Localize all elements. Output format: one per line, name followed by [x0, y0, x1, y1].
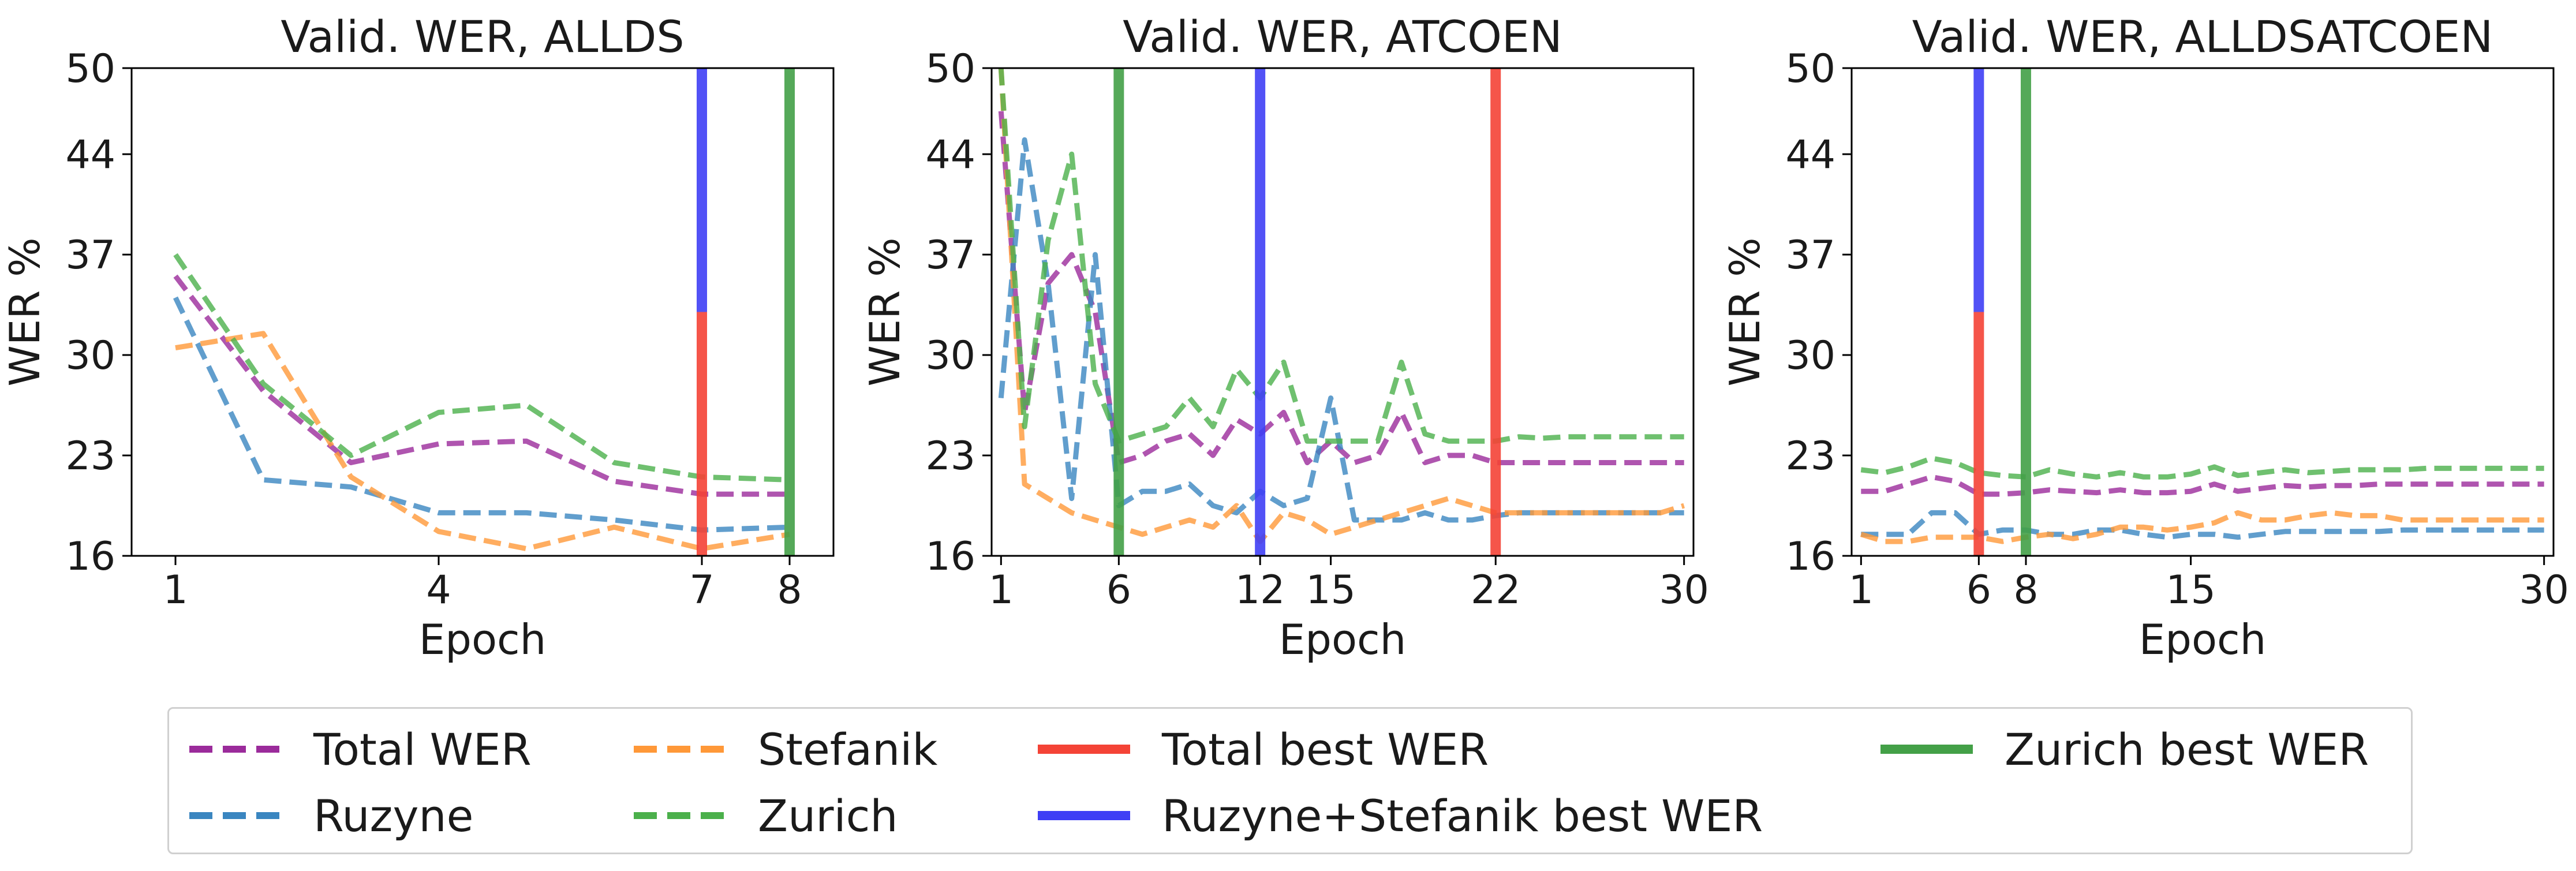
x-tick-label: 4 — [426, 567, 451, 613]
series-line-stefanik — [175, 331, 790, 552]
legend-label: Zurich — [758, 790, 898, 842]
legend-label: Zurich best WER — [2005, 723, 2369, 775]
y-axis-label: WER % — [1, 237, 49, 386]
y-axis-label: WER % — [861, 237, 909, 386]
series-line-total-wer — [173, 274, 790, 497]
y-tick-label: 23 — [65, 433, 115, 479]
legend-swatch-ruzyne-stefanik-best-wer — [1038, 811, 1130, 820]
y-tick-label: 50 — [1785, 46, 1835, 92]
legend-label: Stefanik — [758, 723, 938, 775]
y-tick-label: 37 — [65, 233, 115, 278]
x-axis-label: Epoch — [1279, 615, 1406, 664]
chart-title: Valid. WER, ALLDS — [281, 11, 684, 62]
x-tick-label: 1 — [1849, 567, 1874, 613]
legend-label: Ruzyne+Stefanik best WER — [1162, 790, 1763, 842]
legend-label: Total best WER — [1162, 723, 1489, 775]
x-tick-label: 15 — [1306, 567, 1356, 613]
axes-frame — [990, 67, 1695, 557]
y-tick-label: 16 — [1785, 534, 1835, 580]
legend-swatch-ruzyne — [189, 812, 282, 819]
legend: Total WER Ruzyne Stefanik Zurich Total b… — [167, 707, 2413, 854]
legend-swatch-stefanik — [634, 746, 726, 753]
axes-frame — [130, 67, 835, 557]
y-tick-label: 44 — [1785, 132, 1835, 178]
series-line-zurich — [998, 68, 1684, 444]
x-axis-label: Epoch — [419, 615, 546, 664]
series-line-zurich — [173, 253, 790, 483]
y-tick-label: 30 — [1785, 333, 1835, 379]
y-tick-label: 23 — [1785, 433, 1835, 479]
legend-item-zurich-best-wer: Zurich best WER — [1878, 720, 2369, 778]
x-tick-label: 15 — [2166, 567, 2216, 613]
x-tick-label: 30 — [1659, 567, 1709, 613]
y-tick-label: 16 — [925, 534, 975, 580]
legend-label: Ruzyne — [313, 790, 474, 842]
chart-title: Valid. WER, ATCOEN — [1123, 11, 1562, 62]
y-tick-label: 37 — [925, 233, 975, 278]
x-tick-label: 1 — [989, 567, 1014, 613]
x-axis-label: Epoch — [2139, 615, 2266, 664]
y-tick-label: 16 — [65, 534, 115, 580]
x-tick-label: 1 — [163, 567, 188, 613]
x-tick-label: 8 — [2013, 567, 2038, 613]
x-tick-label: 30 — [2519, 567, 2569, 613]
legend-item-stefanik: Stefanik — [631, 720, 937, 778]
series-line-ruzyne — [173, 296, 790, 533]
chart-title: Valid. WER, ALLDSATCOEN — [1912, 11, 2493, 62]
legend-swatch-zurich-best-wer — [1880, 745, 1973, 754]
y-tick-label: 30 — [925, 333, 975, 379]
x-tick-label: 22 — [1471, 567, 1521, 613]
legend-item-zurich: Zurich — [631, 787, 898, 844]
legend-item-ruzyne: Ruzyne — [186, 787, 473, 844]
y-tick-label: 23 — [925, 433, 975, 479]
legend-item-ruzyne-stefanik-best-wer: Ruzyne+Stefanik best WER — [1035, 787, 1763, 844]
y-tick-label: 44 — [925, 132, 975, 178]
y-tick-label: 37 — [1785, 233, 1835, 278]
chart-panel-1: 16 23 30 37 44 50 1 4 7 8 Valid. WER, ALLDS Epoch WE… — [1, 11, 835, 664]
y-tick-label: 50 — [65, 46, 115, 92]
y-tick-label: 50 — [925, 46, 975, 92]
y-axis-label: WER % — [1721, 237, 1769, 386]
x-tick-label: 12 — [1235, 567, 1285, 613]
legend-item-total-best-wer: Total best WER — [1035, 720, 1489, 778]
x-tick-label: 8 — [777, 567, 802, 613]
x-tick-label: 6 — [1106, 567, 1131, 613]
y-tick-label: 44 — [65, 132, 115, 178]
legend-swatch-zurich — [634, 812, 726, 819]
legend-swatch-total-best-wer — [1038, 745, 1130, 754]
x-tick-label: 7 — [689, 567, 714, 613]
series-line-total-wer — [1861, 474, 2544, 497]
series-line-zurich — [1860, 455, 2544, 480]
legend-label: Total WER — [313, 723, 532, 775]
axes-frame — [1850, 67, 2555, 557]
y-tick-label: 30 — [65, 333, 115, 379]
x-tick-label: 6 — [1966, 567, 1991, 613]
legend-swatch-total-wer — [189, 746, 282, 753]
series-line-total-wer — [998, 111, 1684, 465]
legend-item-total-wer: Total WER — [186, 720, 532, 778]
